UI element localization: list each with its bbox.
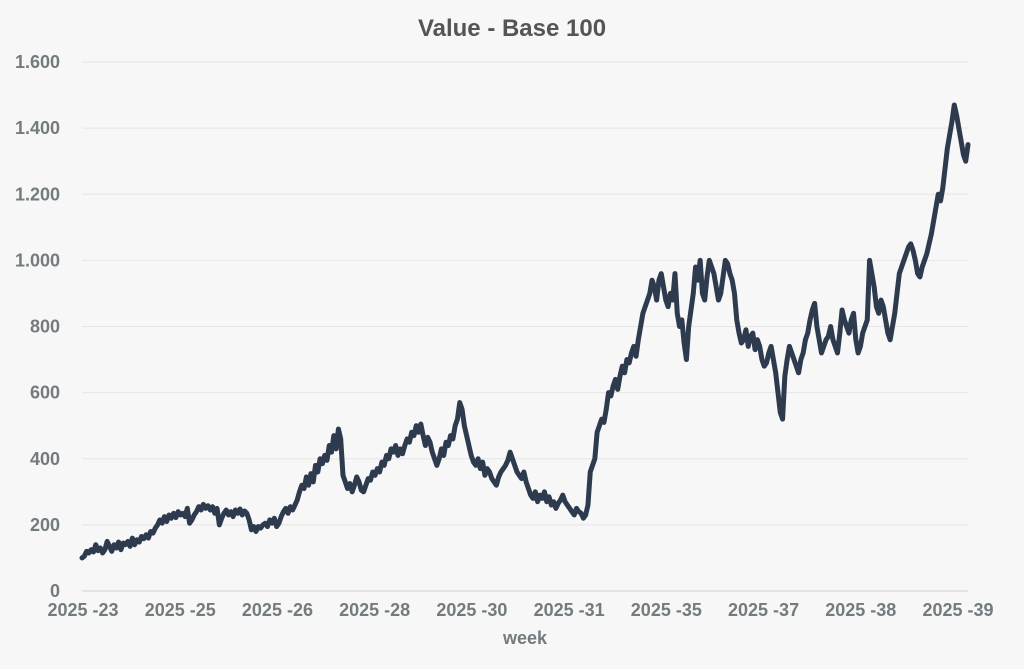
y-tick-label: 1.200: [15, 184, 60, 204]
y-tick-label: 1.600: [15, 52, 60, 72]
series-layer: [79, 102, 971, 561]
chart-title: Value - Base 100: [418, 15, 606, 42]
x-tick-label: 2025 -25: [145, 600, 216, 620]
x-tick-label: 2025 -39: [922, 600, 993, 620]
y-tick-label: 800: [30, 317, 60, 337]
y-tick-label: 1.000: [15, 250, 60, 270]
x-tick-label: 2025 -38: [825, 600, 896, 620]
y-tick-label: 1.400: [15, 118, 60, 138]
x-tick-label: 2025 -28: [339, 600, 410, 620]
x-tick-label: 2025 -31: [534, 600, 605, 620]
y-tick-label: 600: [30, 383, 60, 403]
y-tick-label: 0: [50, 581, 60, 601]
x-tick-label: 2025 -35: [631, 600, 702, 620]
y-tick-label: 400: [30, 449, 60, 469]
series-line: [79, 102, 971, 561]
x-axis-label: week: [502, 628, 548, 648]
y-axis-ticks: 0 200 400 600 800 1.000 1.200 1.400 1.600: [15, 52, 60, 601]
x-tick-label: 2025 -23: [47, 600, 118, 620]
x-axis-ticks: 2025 -23 2025 -25 2025 -26 2025 -28 2025 -30…: [47, 600, 993, 620]
x-tick-label: 2025 -37: [728, 600, 799, 620]
x-tick-label: 2025 -26: [242, 600, 313, 620]
x-tick-label: 2025 -30: [436, 600, 507, 620]
grid-lines: [82, 61, 968, 592]
y-tick-label: 200: [30, 515, 60, 535]
